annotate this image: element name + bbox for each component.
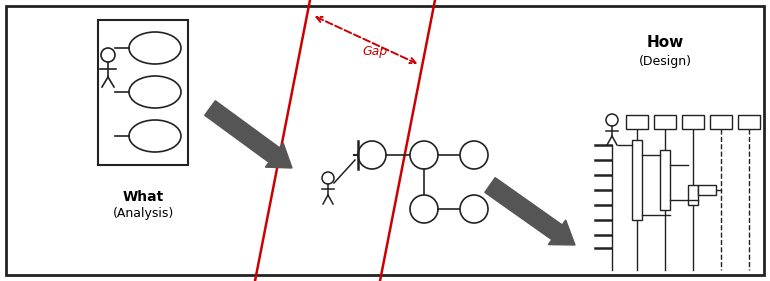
Bar	[688, 185, 698, 205]
Bar	[738, 115, 760, 129]
Circle shape	[606, 114, 618, 126]
Circle shape	[460, 195, 488, 223]
Bar	[632, 140, 642, 220]
Text: What: What	[122, 190, 163, 204]
FancyArrow shape	[205, 101, 292, 168]
Circle shape	[322, 172, 334, 184]
Bar	[626, 115, 648, 129]
Ellipse shape	[129, 120, 181, 152]
Text: How: How	[646, 35, 684, 50]
Circle shape	[410, 141, 438, 169]
Bar	[710, 115, 732, 129]
Bar	[98, 20, 188, 165]
Circle shape	[410, 195, 438, 223]
Bar	[682, 115, 704, 129]
Circle shape	[358, 141, 386, 169]
Text: (Design): (Design)	[638, 55, 691, 68]
Circle shape	[460, 141, 488, 169]
Text: (Analysis): (Analysis)	[112, 207, 173, 220]
Bar	[660, 150, 670, 210]
Bar	[698, 185, 716, 195]
Bar	[654, 115, 676, 129]
Circle shape	[101, 48, 115, 62]
Ellipse shape	[129, 32, 181, 64]
Text: Gap: Gap	[363, 46, 387, 58]
FancyArrow shape	[485, 178, 575, 245]
Ellipse shape	[129, 76, 181, 108]
